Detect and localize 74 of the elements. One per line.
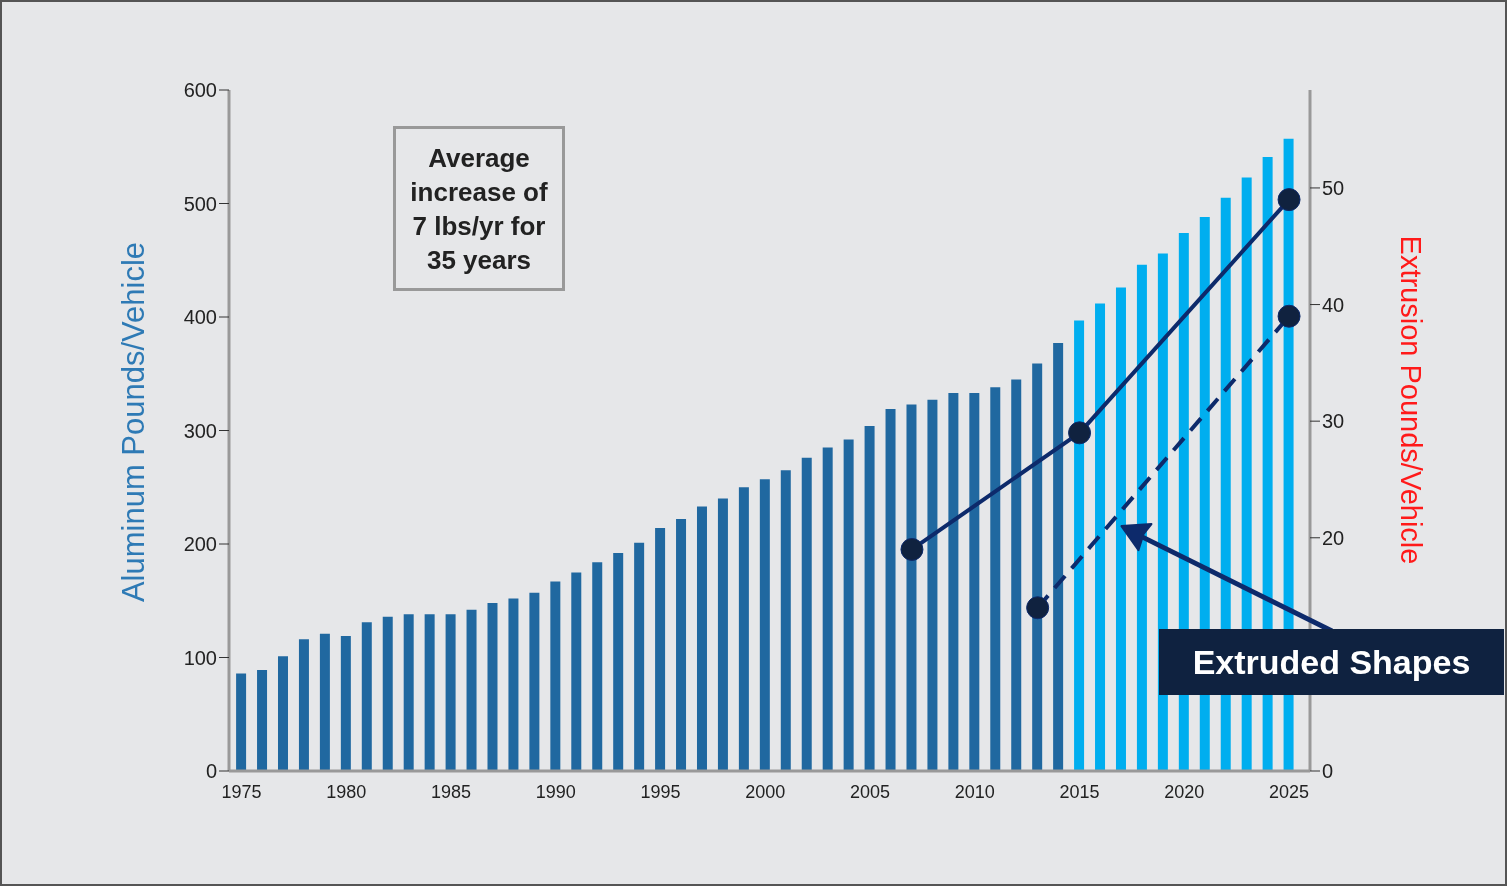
point bbox=[900, 537, 924, 561]
bar bbox=[927, 399, 938, 771]
bar bbox=[277, 656, 288, 771]
annotation: Extruded Shapes bbox=[1159, 629, 1504, 695]
bar bbox=[571, 572, 582, 771]
y-tick-label: 400 bbox=[183, 306, 217, 329]
bar bbox=[550, 581, 561, 771]
bar bbox=[634, 542, 645, 771]
x-tick-label: 1990 bbox=[535, 781, 576, 802]
y2-tick-label: 50 bbox=[1322, 177, 1345, 200]
bar bbox=[780, 470, 791, 771]
bar bbox=[864, 425, 875, 771]
point bbox=[1026, 596, 1050, 620]
y2-axis-title: Extrusion Pounds/Vehicle bbox=[1393, 235, 1427, 565]
bar bbox=[655, 528, 666, 771]
x-tick-label: 2025 bbox=[1269, 781, 1310, 802]
y-tick-label: 0 bbox=[205, 760, 217, 783]
x-tick-label: 1975 bbox=[221, 781, 262, 802]
bar bbox=[676, 519, 687, 771]
y-tick-label: 600 bbox=[183, 79, 217, 102]
point bbox=[1277, 188, 1301, 212]
x-tick-label: 2015 bbox=[1059, 781, 1100, 802]
y-axis-title: Aluminum Pounds/Vehicle bbox=[116, 241, 152, 603]
y-tick-label: 300 bbox=[183, 419, 217, 442]
bar bbox=[1032, 363, 1043, 771]
y2-tick-label: 40 bbox=[1322, 293, 1345, 316]
bar bbox=[466, 609, 477, 771]
y-tick-label: 200 bbox=[183, 533, 217, 556]
bar bbox=[948, 393, 959, 771]
bar bbox=[990, 387, 1001, 771]
y2-tick-label: 0 bbox=[1322, 760, 1334, 783]
bar bbox=[382, 616, 393, 771]
bar bbox=[906, 404, 917, 771]
x-tick-label: 2005 bbox=[850, 781, 891, 802]
bar bbox=[319, 633, 330, 771]
bar bbox=[361, 622, 372, 771]
x-tick-label: 1985 bbox=[431, 781, 472, 802]
x-tick-label: 1995 bbox=[640, 781, 681, 802]
y2-tick-label: 30 bbox=[1322, 410, 1345, 433]
bar bbox=[340, 635, 351, 771]
bar bbox=[257, 669, 268, 771]
bar bbox=[801, 457, 812, 771]
bar bbox=[885, 408, 896, 771]
point bbox=[1277, 304, 1301, 328]
bar bbox=[696, 506, 707, 771]
bar bbox=[487, 603, 498, 771]
x-tick-label: 2010 bbox=[954, 781, 995, 802]
point bbox=[1068, 421, 1092, 445]
bar bbox=[1074, 320, 1085, 771]
bar bbox=[822, 447, 833, 771]
y2-tick-label: 20 bbox=[1322, 526, 1345, 549]
y-tick-label: 500 bbox=[183, 192, 217, 215]
y-tick-label: 100 bbox=[183, 646, 217, 669]
bar bbox=[738, 487, 749, 771]
bar bbox=[759, 479, 770, 771]
x-tick-label: 2000 bbox=[745, 781, 786, 802]
x-tick-label: 2020 bbox=[1164, 781, 1205, 802]
bar bbox=[592, 562, 603, 771]
bar bbox=[969, 393, 980, 771]
bar bbox=[403, 614, 414, 771]
bar bbox=[298, 639, 309, 771]
bar bbox=[1095, 303, 1106, 771]
bar bbox=[445, 614, 456, 771]
x-tick-label: 1980 bbox=[326, 781, 367, 802]
bar bbox=[1011, 379, 1022, 771]
bar bbox=[717, 498, 728, 771]
bar bbox=[236, 673, 247, 771]
bar bbox=[1053, 343, 1064, 771]
bar bbox=[508, 598, 519, 771]
bar bbox=[529, 592, 540, 771]
bar bbox=[424, 614, 435, 771]
annotation: Average increase of 7 lbs/yr for 35 years bbox=[393, 126, 565, 291]
bar bbox=[613, 553, 624, 771]
bar bbox=[843, 439, 854, 771]
